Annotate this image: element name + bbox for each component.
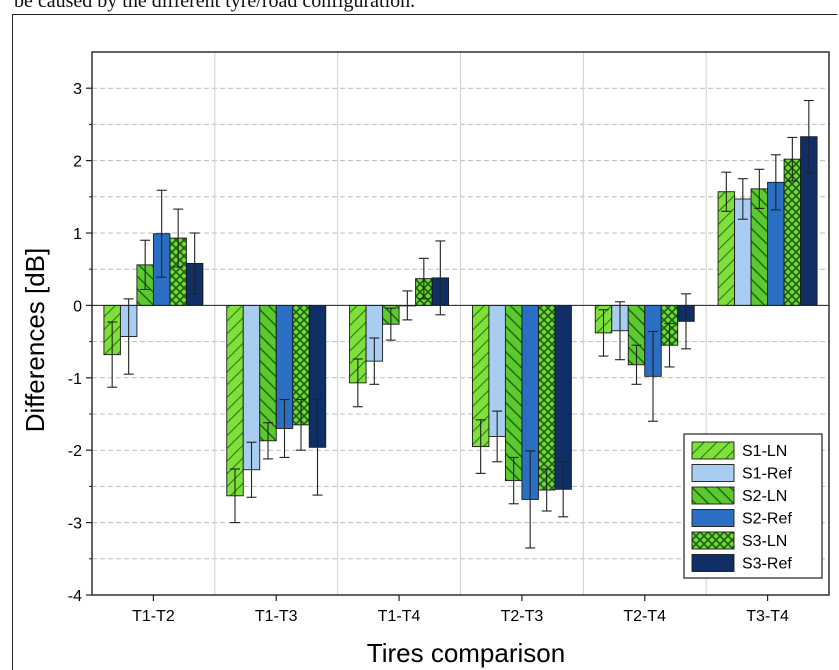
bars: [103, 136, 818, 500]
legend-label-S1-Ref: S1-Ref: [742, 466, 792, 483]
y-tick-label: -1: [68, 371, 82, 388]
caption-text: be caused by the different tyre/road con…: [14, 0, 416, 12]
legend-swatch-S3-LN: [691, 531, 735, 550]
bar-S3-LN-T2-T3: [537, 304, 556, 491]
y-axis-label: Differences [dB]: [20, 248, 50, 433]
legend-label-S2-LN: S2-LN: [742, 488, 787, 505]
legend-label-S3-LN: S3-LN: [742, 533, 787, 550]
bar-S2-LN-T1-T3: [259, 304, 277, 442]
legend-swatch-S2-LN: [691, 486, 735, 505]
y-tick-label: 0: [73, 298, 82, 315]
x-tick-label: T3-T4: [746, 608, 789, 625]
axes: [86, 51, 830, 601]
y-tick-label: -4: [68, 588, 82, 605]
legend-label-S2-Ref: S2-Ref: [742, 511, 792, 528]
x-tick-label: T1-T2: [132, 608, 175, 625]
legend-swatch-S1-Ref: [691, 464, 735, 482]
legend-swatch-S3-Ref: [691, 554, 735, 572]
x-tick-label: T1-T4: [378, 608, 421, 625]
legend-label-S3-Ref: S3-Ref: [742, 556, 792, 573]
plot-border: [91, 51, 830, 596]
x-tick-labels: T1-T2 T1-T3 T1-T4 T2-T3 T2-T4 T3-T4: [132, 608, 789, 625]
y-tick-label: 1: [73, 226, 82, 243]
y-tick-labels: -4 -3 -2 -1 0 1 2 3: [68, 81, 82, 605]
bar-S1-LN-T1-T3: [226, 304, 244, 497]
legend-label-S1-LN: S1-LN: [742, 443, 787, 460]
error-bars: [107, 99, 814, 549]
figure-frame: [12, 14, 837, 670]
x-axis-label: Tires comparison: [367, 638, 565, 668]
y-tick-label: 2: [73, 154, 82, 171]
legend: S1-LN S1-Ref S2-LN S2-Ref S3-LN S3-Ref: [683, 433, 823, 579]
x-tick-label: T2-T3: [501, 608, 544, 625]
y-tick-label: -3: [68, 516, 82, 533]
legend-swatch-S1-LN: [691, 441, 735, 460]
legend-swatch-S2-Ref: [691, 509, 735, 527]
y-tick-label: -2: [68, 443, 82, 460]
caption-fragment: be caused by the different tyre/road con…: [0, 0, 839, 14]
y-tick-label: 3: [73, 81, 82, 98]
x-tick-label: T2-T4: [623, 608, 666, 625]
x-tick-label: T1-T3: [255, 608, 298, 625]
bar-S2-LN-T2-T3: [504, 304, 523, 482]
